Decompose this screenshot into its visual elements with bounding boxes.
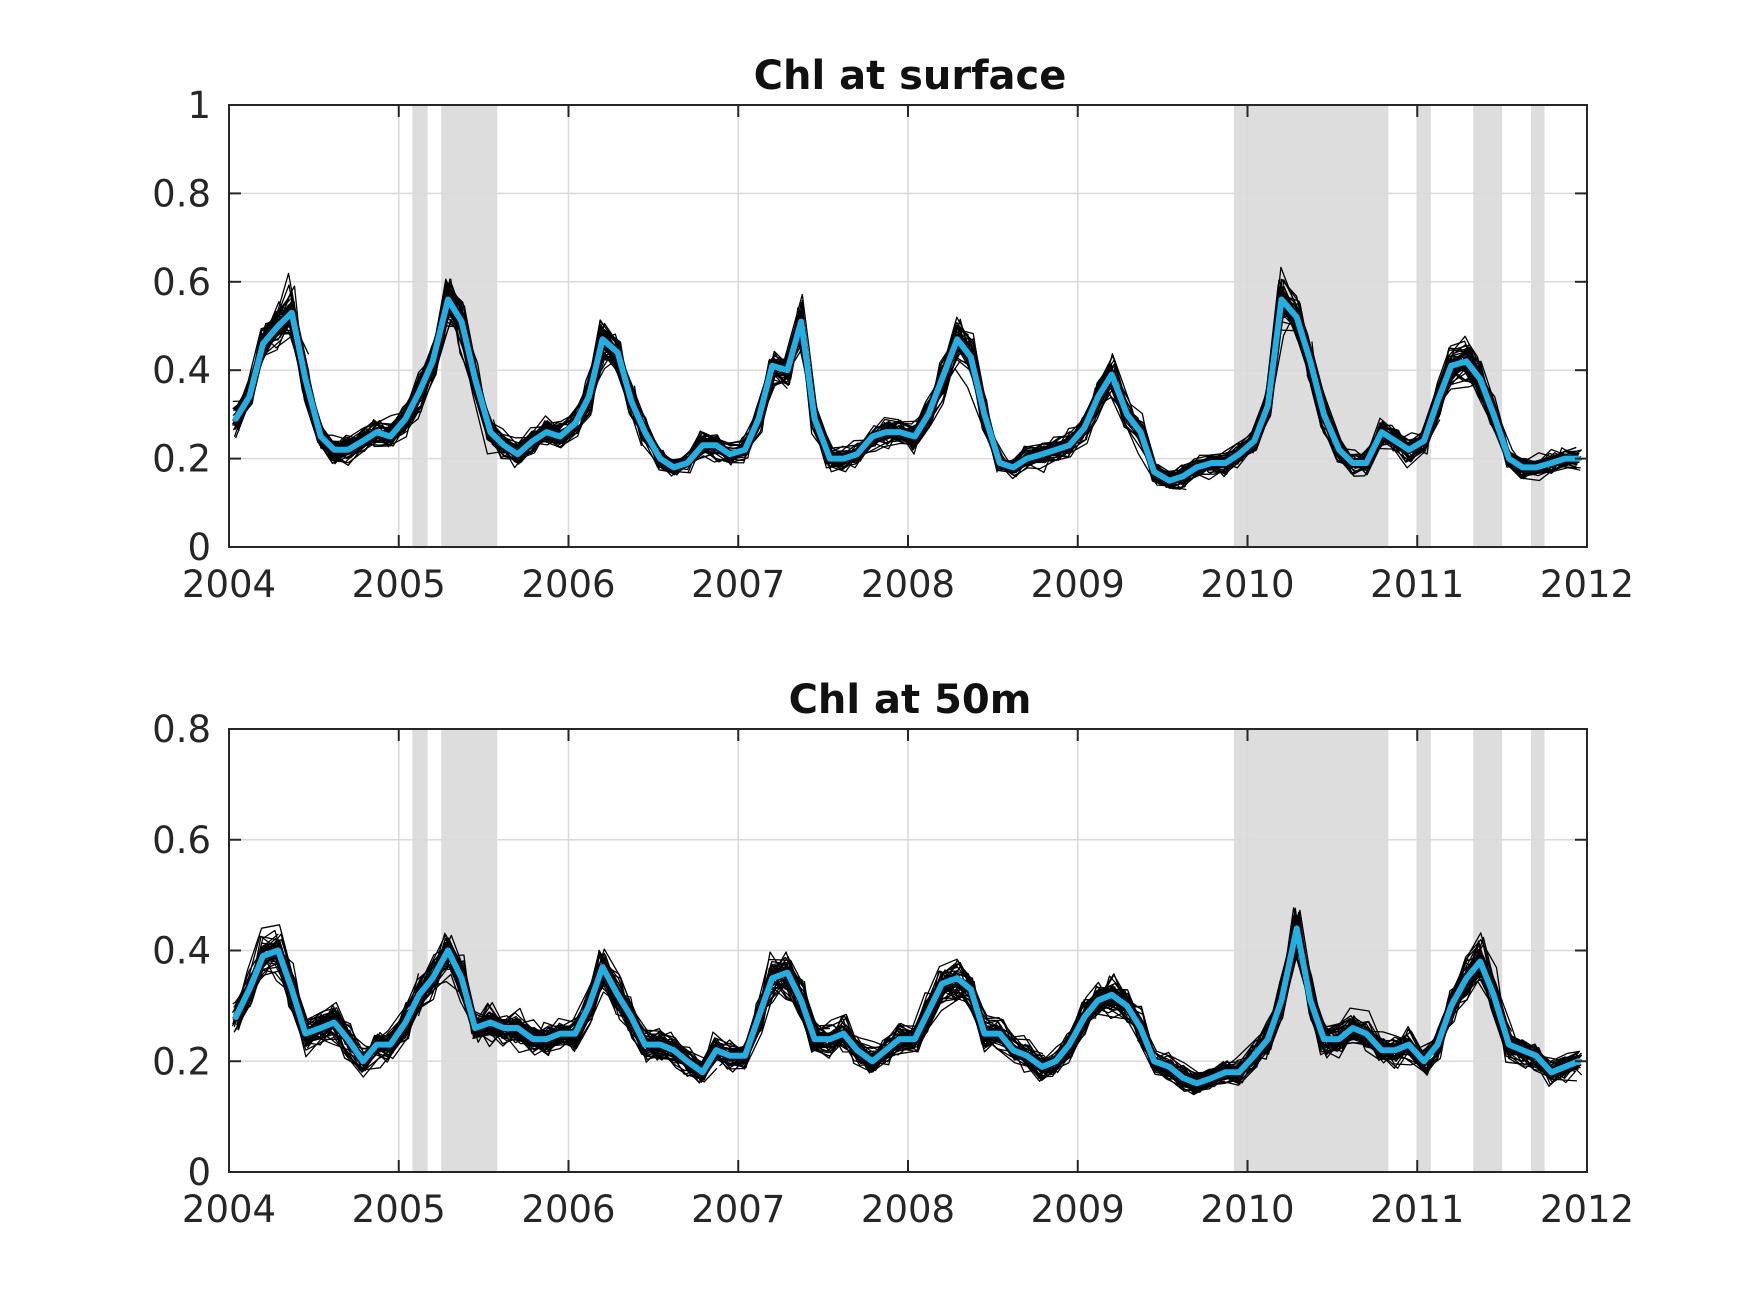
shaded-period [1473, 105, 1503, 547]
x-tick-label: 2009 [1031, 1188, 1125, 1231]
shaded-period [1530, 105, 1545, 547]
x-tick-label: 2004 [182, 563, 276, 606]
y-tick-label: 0 [187, 1151, 211, 1194]
ensemble-member-line [1549, 1050, 1581, 1063]
y-tick-label: 0.8 [152, 708, 211, 751]
ensemble-member-line [1070, 987, 1238, 1094]
depth-50m-chl-title: Chl at 50m [789, 677, 1032, 723]
x-tick-label: 2004 [182, 1188, 276, 1231]
x-tick-label: 2006 [521, 563, 615, 606]
shaded-period [1345, 105, 1389, 547]
ensemble-member-line [576, 307, 985, 463]
x-tick-label: 2006 [521, 1188, 615, 1231]
ensemble-member-line [449, 949, 987, 1084]
ensemble-member-line [236, 305, 788, 469]
x-tick-label: 2012 [1540, 563, 1634, 606]
y-tick-label: 0.2 [152, 1040, 211, 1083]
x-tick-label: 2007 [691, 1188, 785, 1231]
ensemble-member-line [801, 292, 1579, 476]
y-tick-label: 0.2 [152, 438, 211, 481]
surface-chl-panel: Chl at surface 2004 2005 2006 2007 2008 2009 2… [152, 53, 1634, 606]
x-tick-label: 2008 [861, 1188, 955, 1231]
ensemble-member-line [234, 318, 1187, 491]
y-tick-label: 0.4 [152, 930, 211, 973]
x-tick-label: 2011 [1370, 1188, 1464, 1231]
x-tick-label: 2005 [352, 563, 446, 606]
x-tick-label: 2010 [1200, 563, 1294, 606]
ensemble-member-line [573, 983, 690, 1072]
ensemble-member-line [586, 954, 690, 1058]
ensemble-member-line [237, 957, 420, 1071]
y-tick-label: 0.4 [152, 349, 211, 392]
ensemble-member-line [237, 935, 306, 1031]
surface-chl-title: Chl at surface [754, 53, 1067, 99]
ensemble-member-line [1384, 366, 1553, 478]
mean-series-line [232, 296, 1582, 484]
x-tick-label: 2008 [861, 563, 955, 606]
ensemble-member-line [433, 973, 559, 1057]
ensemble-member-line [303, 955, 448, 1064]
ensemble-member-line [914, 928, 1493, 1087]
y-tick-label: 1 [187, 84, 211, 127]
x-tick-label: 2012 [1540, 1188, 1634, 1231]
ensemble-member-line [699, 956, 915, 1076]
y-tick-label: 0.8 [152, 172, 211, 215]
y-tick-label: 0.6 [152, 819, 211, 862]
depth-50m-chl-panel: Chl at 50m 2004 2005 2006 2007 2008 2009 2010 2… [152, 677, 1634, 1231]
ensemble-member-line [236, 945, 786, 1074]
x-tick-label: 2007 [691, 563, 785, 606]
mean-series-line [232, 925, 1582, 1087]
x-tick-label: 2011 [1370, 563, 1464, 606]
shaded-period [412, 105, 428, 547]
ensemble-member-line [1057, 941, 1396, 1081]
shaded-period [1233, 105, 1346, 547]
ensemble-member-line [562, 321, 960, 465]
y-tick-label: 0.6 [152, 261, 211, 304]
y-tick-label: 0 [187, 526, 211, 569]
x-tick-label: 2005 [352, 1188, 446, 1231]
x-tick-label: 2009 [1031, 563, 1125, 606]
x-tick-label: 2010 [1200, 1188, 1294, 1231]
shaded-period [1417, 105, 1431, 547]
